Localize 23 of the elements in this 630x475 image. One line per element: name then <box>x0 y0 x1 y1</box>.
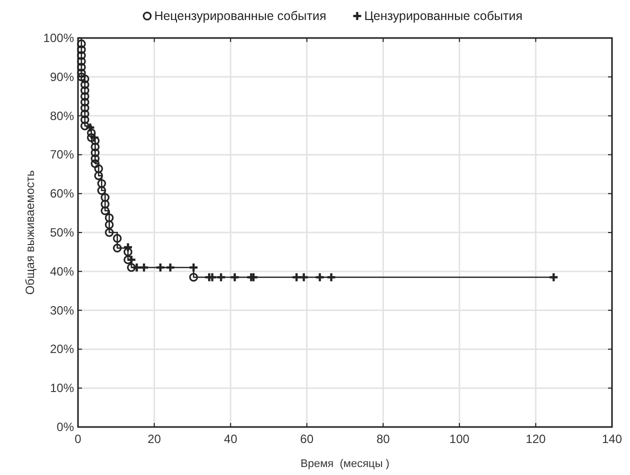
x-tick-label: 80 <box>376 432 390 446</box>
y-axis-title: Общая выживаемость <box>23 170 37 295</box>
y-tick-label: 60% <box>50 186 74 201</box>
y-tick-label: 50% <box>50 226 74 240</box>
y-tick-label: 100% <box>43 31 74 45</box>
y-tick-label: 20% <box>50 342 74 356</box>
legend-label: Цензурированные события <box>364 9 522 23</box>
y-tick-label: 0% <box>56 420 74 434</box>
legend-label: Нецензурированные события <box>154 9 326 23</box>
x-tick-label: 100 <box>449 432 470 446</box>
y-tick-label: 80% <box>50 108 74 123</box>
x-tick-label: 60 <box>300 432 314 446</box>
x-tick-label: 40 <box>224 432 238 446</box>
x-tick-label: 140 <box>602 432 622 446</box>
x-tick-label: 20 <box>148 432 162 446</box>
y-tick-label: 70% <box>50 148 74 162</box>
x-axis-title: Время (месяцы ) <box>300 458 390 470</box>
x-tick-label: 120 <box>526 432 546 446</box>
y-tick-label: 30% <box>50 303 74 318</box>
y-tick-label: 10% <box>50 381 74 396</box>
x-tick-label: 0 <box>74 432 82 446</box>
y-tick-label: 40% <box>50 264 74 278</box>
y-tick-label: 90% <box>50 70 74 84</box>
